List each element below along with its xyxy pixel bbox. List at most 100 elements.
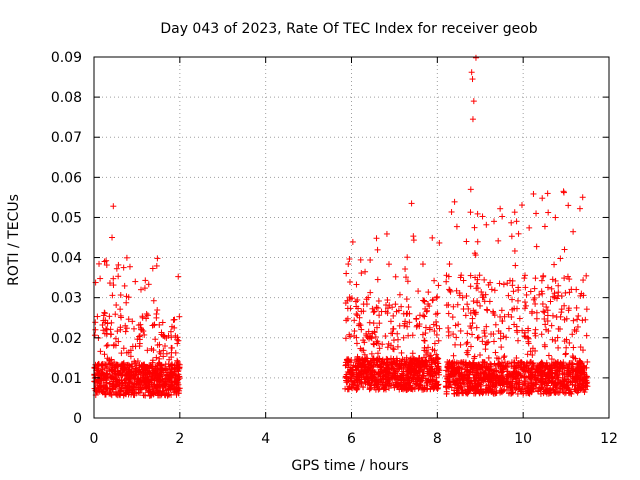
data-point bbox=[161, 333, 168, 340]
data-point bbox=[92, 361, 99, 368]
data-point bbox=[500, 281, 507, 288]
data-point bbox=[474, 299, 481, 306]
data-point bbox=[384, 297, 391, 304]
chart-title: Day 043 of 2023, Rate Of TEC Index for r… bbox=[160, 21, 537, 37]
data-point bbox=[351, 317, 358, 324]
data-point bbox=[450, 352, 457, 359]
data-point bbox=[104, 355, 111, 362]
data-point bbox=[96, 371, 103, 378]
data-point bbox=[583, 272, 590, 279]
data-point bbox=[149, 359, 156, 366]
data-point bbox=[156, 341, 163, 348]
data-point bbox=[100, 317, 107, 324]
data-point bbox=[528, 310, 535, 317]
data-point bbox=[344, 315, 351, 322]
data-point bbox=[540, 308, 547, 315]
data-point bbox=[431, 340, 438, 347]
data-point bbox=[141, 392, 148, 399]
data-point bbox=[122, 389, 129, 396]
data-point bbox=[491, 287, 498, 294]
data-point bbox=[527, 288, 534, 295]
data-point bbox=[136, 343, 143, 350]
data-point bbox=[443, 278, 450, 285]
data-point bbox=[513, 305, 520, 312]
data-point bbox=[125, 367, 132, 374]
data-point bbox=[167, 328, 174, 335]
data-point bbox=[400, 310, 407, 317]
data-point bbox=[419, 261, 426, 268]
data-point bbox=[383, 230, 390, 237]
data-point bbox=[137, 332, 144, 339]
data-point bbox=[376, 345, 383, 352]
data-point bbox=[103, 326, 110, 333]
data-point bbox=[396, 322, 403, 329]
data-points bbox=[91, 54, 591, 399]
data-point bbox=[108, 319, 115, 326]
data-point bbox=[481, 276, 488, 283]
data-point bbox=[421, 298, 428, 305]
data-point bbox=[366, 319, 373, 326]
data-point bbox=[103, 262, 110, 269]
data-point bbox=[392, 301, 399, 308]
data-point bbox=[95, 387, 102, 394]
data-point bbox=[163, 350, 170, 357]
data-point bbox=[143, 315, 150, 322]
data-point bbox=[539, 195, 546, 202]
data-point bbox=[538, 277, 545, 284]
data-point bbox=[540, 272, 547, 279]
data-point bbox=[92, 326, 99, 333]
data-point bbox=[100, 381, 107, 388]
data-point bbox=[406, 319, 413, 326]
data-point bbox=[92, 319, 99, 326]
data-point bbox=[153, 354, 160, 361]
data-point bbox=[430, 321, 437, 328]
data-point bbox=[523, 291, 530, 298]
data-point bbox=[521, 299, 528, 306]
data-point bbox=[106, 280, 113, 287]
data-point bbox=[354, 297, 361, 304]
data-point bbox=[470, 98, 477, 105]
data-point bbox=[153, 262, 160, 269]
data-point bbox=[396, 291, 403, 298]
data-point bbox=[392, 273, 399, 280]
data-point bbox=[114, 328, 121, 335]
data-point bbox=[160, 353, 167, 360]
data-point bbox=[580, 277, 587, 284]
data-point bbox=[165, 391, 172, 398]
data-point bbox=[518, 202, 525, 209]
data-point bbox=[110, 282, 117, 289]
data-point bbox=[136, 333, 143, 340]
data-point bbox=[512, 262, 519, 269]
data-point bbox=[351, 328, 358, 335]
data-point bbox=[148, 392, 155, 399]
data-point bbox=[150, 297, 157, 304]
data-point bbox=[143, 310, 150, 317]
data-point bbox=[117, 306, 124, 313]
data-point bbox=[109, 374, 116, 381]
data-point bbox=[141, 378, 148, 385]
data-point bbox=[175, 337, 182, 344]
data-point bbox=[149, 265, 156, 272]
data-point bbox=[158, 329, 165, 336]
data-point bbox=[101, 351, 108, 358]
data-point bbox=[390, 312, 397, 319]
data-point bbox=[175, 273, 182, 280]
data-point bbox=[143, 374, 150, 381]
data-point bbox=[168, 334, 175, 341]
data-point bbox=[144, 312, 151, 319]
data-point bbox=[405, 304, 412, 311]
data-point bbox=[109, 292, 116, 299]
y-tick-label: 0.04 bbox=[51, 251, 82, 267]
data-point bbox=[355, 305, 362, 312]
data-point bbox=[99, 389, 106, 396]
data-point bbox=[120, 345, 127, 352]
data-point bbox=[398, 303, 405, 310]
data-point bbox=[141, 285, 148, 292]
data-point bbox=[176, 387, 183, 394]
y-tick-label: 0.03 bbox=[51, 291, 82, 307]
data-point bbox=[162, 381, 169, 388]
data-point bbox=[531, 285, 538, 292]
data-point bbox=[144, 382, 151, 389]
data-point bbox=[433, 331, 440, 338]
data-point bbox=[169, 344, 176, 351]
